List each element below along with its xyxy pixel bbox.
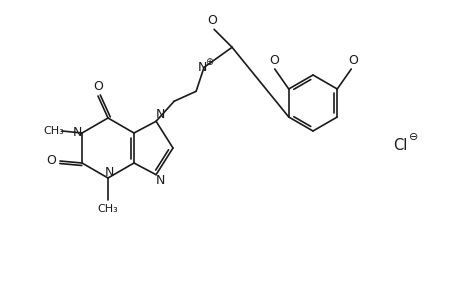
Text: Cl: Cl [392,137,406,152]
Text: CH₃: CH₃ [97,204,118,214]
Text: N: N [104,166,113,178]
Text: O: O [93,80,103,94]
Text: ⊕: ⊕ [205,57,213,67]
Text: O: O [46,154,56,167]
Text: O: O [347,53,358,67]
Text: N: N [155,108,164,121]
Text: N: N [197,61,206,74]
Text: N: N [72,127,82,140]
Text: O: O [207,14,217,27]
Text: O: O [268,53,278,67]
Text: N: N [155,174,164,187]
Text: ⊖: ⊖ [409,132,418,142]
Text: CH₃: CH₃ [44,126,64,136]
